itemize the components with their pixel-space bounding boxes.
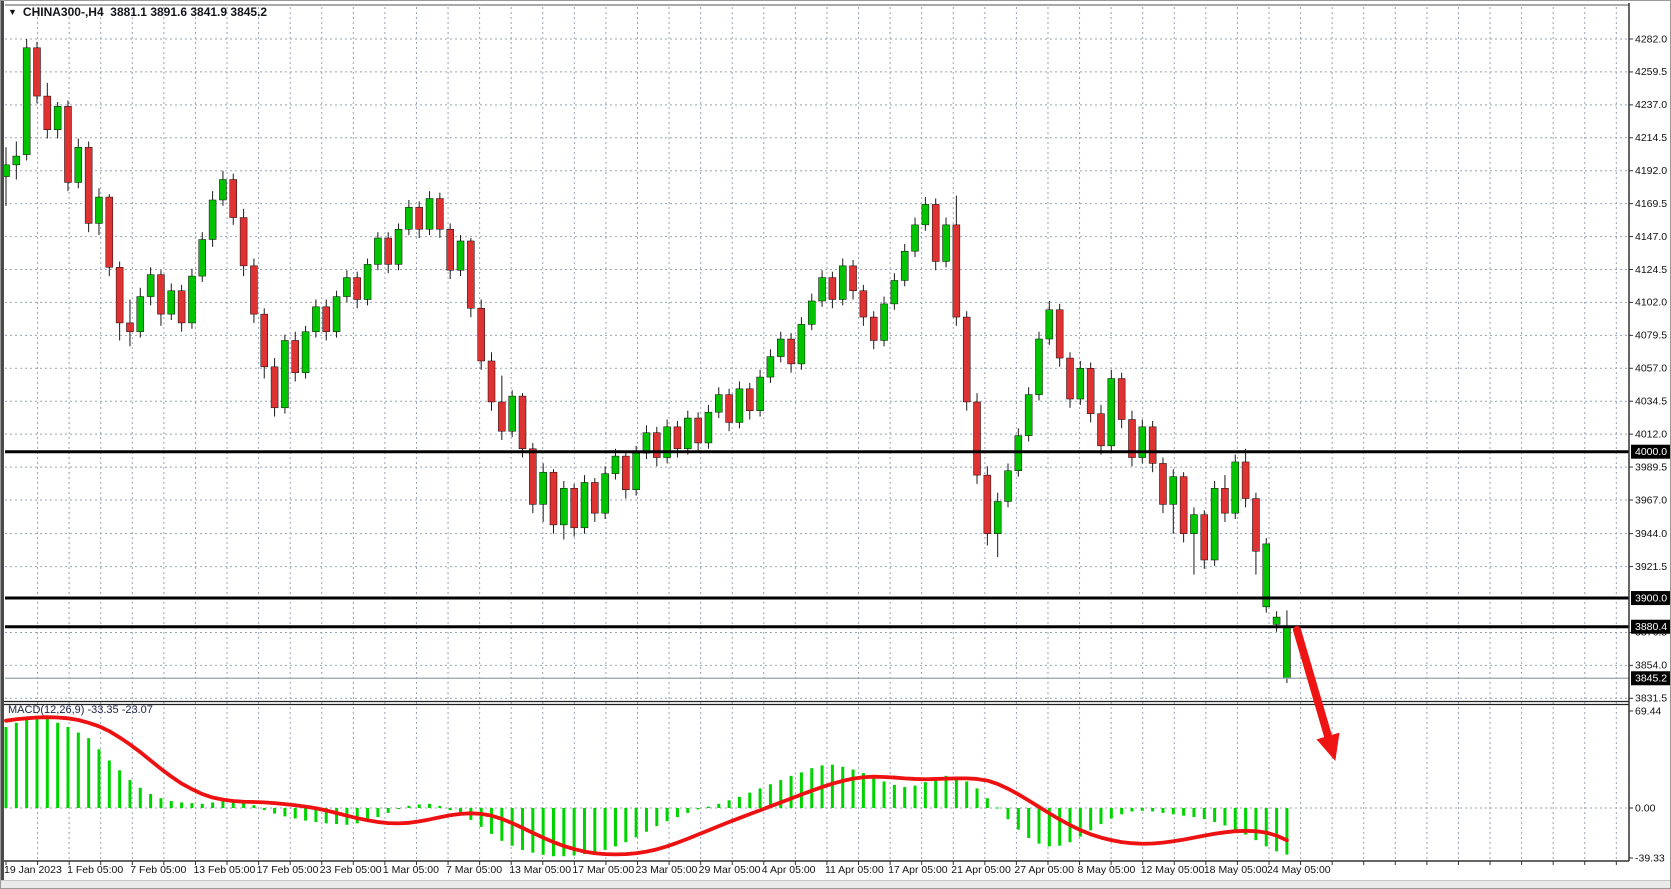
svg-text:13 Feb 05:00: 13 Feb 05:00	[193, 864, 255, 876]
svg-text:27 Apr 05:00: 27 Apr 05:00	[1014, 864, 1074, 876]
svg-text:3854.0: 3854.0	[1635, 660, 1667, 672]
series-layer[interactable]	[2, 39, 1630, 857]
svg-text:4147.0: 4147.0	[1635, 231, 1667, 243]
axes-layer	[1, 3, 1630, 865]
svg-text:4169.5: 4169.5	[1635, 198, 1667, 210]
macd-indicator	[4, 715, 1289, 857]
svg-text:4057.0: 4057.0	[1635, 363, 1667, 375]
grid-layer	[5, 7, 1629, 861]
svg-text:23 Feb 05:00: 23 Feb 05:00	[320, 864, 382, 876]
svg-text:24 May 05:00: 24 May 05:00	[1267, 864, 1331, 876]
svg-text:69.44: 69.44	[1635, 705, 1661, 717]
svg-text:3944.0: 3944.0	[1635, 528, 1667, 540]
svg-text:4034.5: 4034.5	[1635, 395, 1667, 407]
svg-text:18 May 05:00: 18 May 05:00	[1204, 864, 1268, 876]
svg-text:4282.0: 4282.0	[1635, 33, 1667, 45]
svg-text:7 Feb 05:00: 7 Feb 05:00	[130, 864, 186, 876]
svg-text:4 Apr 05:00: 4 Apr 05:00	[762, 864, 816, 876]
axis-labels-layer[interactable]: 4282.0 4259.5 4237.0 4214.5 4192.0 4169.5 4147…	[4, 33, 1671, 876]
svg-text:17 Mar 05:00: 17 Mar 05:00	[572, 864, 634, 876]
svg-text:4000.0: 4000.0	[1635, 446, 1667, 458]
price-badge	[1631, 444, 1670, 459]
svg-text:4079.5: 4079.5	[1635, 330, 1667, 342]
svg-text:3989.5: 3989.5	[1635, 461, 1667, 473]
svg-text:17 Feb 05:00: 17 Feb 05:00	[257, 864, 319, 876]
candles	[2, 39, 1291, 684]
macd-indicator-label: MACD(12,26,9) -33.35 -23.07	[8, 704, 153, 716]
symbol-dropdown-icon[interactable]: ▼	[8, 7, 17, 17]
svg-text:12 May 05:00: 12 May 05:00	[1141, 864, 1205, 876]
svg-text:3845.2: 3845.2	[1635, 673, 1667, 685]
svg-text:1 Feb 05:00: 1 Feb 05:00	[67, 864, 123, 876]
annotation-layer[interactable]	[1293, 626, 1340, 761]
svg-text:4237.0: 4237.0	[1635, 99, 1667, 111]
svg-text:1 Mar 05:00: 1 Mar 05:00	[383, 864, 439, 876]
svg-text:3900.0: 3900.0	[1635, 592, 1667, 604]
svg-text:21 Apr 05:00: 21 Apr 05:00	[951, 864, 1011, 876]
price-badge	[1631, 591, 1670, 606]
trend-arrow-head	[1316, 732, 1340, 761]
svg-text:4012.0: 4012.0	[1635, 428, 1667, 440]
svg-text:8 May 05:00: 8 May 05:00	[1078, 864, 1136, 876]
svg-text:3880.4: 3880.4	[1635, 621, 1667, 633]
svg-text:4214.5: 4214.5	[1635, 132, 1667, 144]
svg-text:4124.5: 4124.5	[1635, 264, 1667, 276]
svg-text:13 Mar 05:00: 13 Mar 05:00	[509, 864, 571, 876]
window-left-edge	[1, 1, 4, 888]
svg-text:23 Mar 05:00: 23 Mar 05:00	[636, 864, 698, 876]
svg-text:0.00: 0.00	[1635, 802, 1656, 814]
price-badge	[1631, 619, 1670, 634]
svg-text:-39.33: -39.33	[1635, 852, 1665, 864]
price-badge	[1631, 671, 1670, 686]
svg-text:4102.0: 4102.0	[1635, 297, 1667, 309]
svg-text:19 Jan 2023: 19 Jan 2023	[4, 864, 62, 876]
svg-text:3921.5: 3921.5	[1635, 561, 1667, 573]
svg-text:4259.5: 4259.5	[1635, 66, 1667, 78]
svg-text:3831.5: 3831.5	[1635, 693, 1667, 705]
svg-text:11 Apr 05:00: 11 Apr 05:00	[825, 864, 884, 876]
svg-text:17 Apr 05:00: 17 Apr 05:00	[888, 864, 948, 876]
svg-text:7 Mar 05:00: 7 Mar 05:00	[446, 864, 502, 876]
svg-text:3967.0: 3967.0	[1635, 494, 1667, 506]
symbol-title-bar: ▼ CHINA300-,H4 3881.1 3891.6 3841.9 3845…	[8, 5, 267, 19]
svg-text:29 Mar 05:00: 29 Mar 05:00	[699, 864, 761, 876]
symbol-ohlc-title: CHINA300-,H4 3881.1 3891.6 3841.9 3845.2	[22, 5, 268, 19]
svg-text:4192.0: 4192.0	[1635, 165, 1667, 177]
window-bottom-edge	[1, 880, 1670, 888]
trend-arrow[interactable]	[1293, 626, 1332, 740]
